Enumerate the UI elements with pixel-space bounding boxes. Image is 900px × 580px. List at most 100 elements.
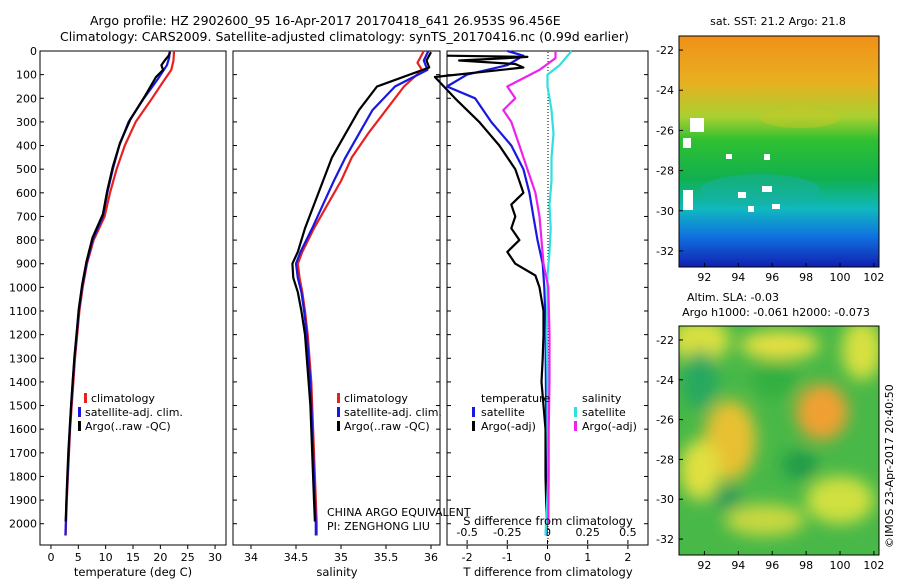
- longitude-tick-label: 100: [830, 271, 851, 284]
- depth-tick-label: 1800: [9, 470, 37, 483]
- legend-swatch-temp-argo: [472, 421, 475, 431]
- series-satellite-adj-clim-line: [294, 50, 430, 536]
- salinity-series: [291, 50, 432, 536]
- series-temperature-argo-adj-line: [433, 54, 548, 522]
- legend-label-argo: Argo(..raw -QC): [344, 420, 430, 433]
- salinity-tick-label: 35.5: [374, 551, 399, 564]
- legend-swatch-sal-satellite: [574, 407, 577, 417]
- latitude-tick-label: -22: [656, 44, 674, 57]
- temperature-tick-label: 15: [126, 551, 140, 564]
- t-difference-tick-label: -1: [502, 551, 513, 564]
- latitude-tick-label: -26: [656, 414, 674, 427]
- longitude-tick-label: 94: [731, 271, 745, 284]
- salinity-axis-label: salinity: [316, 565, 357, 579]
- depth-tick-label: 200: [16, 92, 37, 105]
- series-temperature-satellite-line: [445, 49, 548, 536]
- sla-map-frame: [678, 325, 880, 556]
- sla-high-patch: [842, 326, 879, 380]
- difference-chart: -2 -1 0 1 2 -0.5 -0.25 0 0.25 0.5 S difference f…: [433, 49, 649, 579]
- imos-credit: ©IMOS 23-Apr-2017 20:40:50: [883, 384, 896, 548]
- depth-axis-ticks: 0 100 200 300 400 500 600 700 800 900 1000 1100 1200…: [9, 45, 648, 531]
- sst-warm-patch: [760, 108, 840, 128]
- series-salinity-argo-adj-line: [502, 51, 557, 524]
- sla-high-patch: [679, 326, 730, 362]
- sst-cloud-mask: [726, 154, 732, 159]
- depth-tick-label: 700: [16, 210, 37, 223]
- latitude-tick-label: -24: [656, 84, 674, 97]
- depth-tick-label: 1100: [9, 305, 37, 318]
- sla-low-patch: [782, 451, 818, 479]
- depth-tick-label: 1300: [9, 352, 37, 365]
- salinity-tick-label: 34: [244, 551, 258, 564]
- legend-label-temp-argo: Argo(-adj): [481, 420, 536, 433]
- sst-cool-patch: [700, 174, 820, 206]
- salinity-legend: climatology satellite-adj. clim. Argo(..…: [337, 392, 442, 433]
- depth-tick-label: 1200: [9, 329, 37, 342]
- series-salinity-satellite-line: [544, 50, 573, 536]
- legend-swatch-climatology: [84, 393, 87, 403]
- temperature-axis-label: temperature (deg C): [74, 565, 192, 579]
- legend-swatch-satellite-adj: [78, 407, 81, 417]
- legend-label-argo: Argo(..raw -QC): [85, 420, 171, 433]
- sst-cloud-mask: [764, 154, 770, 160]
- depth-tick-label: 900: [16, 258, 37, 271]
- legend-swatch-temp-satellite: [472, 407, 475, 417]
- temperature-chart: 0100200300400500600700800900100011001200…: [9, 45, 648, 579]
- depth-tick-label: 300: [16, 116, 37, 129]
- sst-cloud-mask: [772, 204, 780, 209]
- legend-label-temp-satellite: satellite: [481, 406, 525, 419]
- sst-cloud-mask: [748, 206, 754, 212]
- sst-latitude-ticks: -22 -24 -26 -28 -30 -32: [656, 44, 683, 258]
- depth-tick-label: 600: [16, 187, 37, 200]
- depth-tick-label: 800: [16, 234, 37, 247]
- longitude-tick-label: 100: [830, 559, 851, 572]
- salinity-chart: 34 34.5 35 35.5 36 salinity climatology sate…: [232, 50, 471, 579]
- sst-cloud-mask: [738, 192, 746, 198]
- sst-cloud-mask: [690, 118, 704, 132]
- latitude-tick-label: -30: [656, 493, 674, 506]
- difference-series: [433, 49, 573, 536]
- temperature-series: [64, 50, 176, 536]
- temperature-tick-label: 30: [208, 551, 222, 564]
- depth-tick-label: 1500: [9, 400, 37, 413]
- longitude-tick-label: 92: [697, 559, 711, 572]
- t-difference-axis-label: T difference from climatology: [462, 565, 633, 579]
- temperature-tick-label: 5: [75, 551, 82, 564]
- legend-swatch-climatology: [337, 393, 340, 403]
- legend-label-sal-argo: Argo(-adj): [582, 420, 637, 433]
- t-difference-tick-label: -2: [462, 551, 473, 564]
- depth-tick-label: 1700: [9, 447, 37, 460]
- sla-high-patch: [740, 331, 820, 359]
- legend-title-temperature: temperature: [481, 392, 550, 405]
- longitude-tick-label: 96: [765, 271, 779, 284]
- sla-low-patch: [714, 486, 742, 510]
- sla-low-patch: [751, 362, 799, 398]
- sla-map-title: Altim. SLA: -0.03: [687, 291, 779, 304]
- sla-map: Altim. SLA: -0.03 Argo h1000: -0.061 h20…: [656, 291, 884, 572]
- salinity-tick-label: 34.5: [284, 551, 309, 564]
- t-difference-tick-label: 2: [624, 551, 631, 564]
- s-difference-axis-ticks: -0.5 -0.25 0 0.25 0.5: [456, 526, 637, 544]
- sst-cloud-mask: [683, 138, 691, 148]
- longitude-tick-label: 102: [863, 559, 884, 572]
- legend-swatch-satellite-adj: [337, 407, 340, 417]
- latitude-tick-label: -30: [656, 205, 674, 218]
- salinity-tick-label: 36: [424, 551, 438, 564]
- longitude-tick-label: 92: [697, 271, 711, 284]
- depth-tick-label: 500: [16, 163, 37, 176]
- depth-tick-label: 0: [30, 45, 37, 58]
- sla-high-patch: [725, 504, 805, 536]
- sst-map: sat. SST: 21.2 Argo: 21.8 92 94 96 98 100 102…: [656, 15, 884, 284]
- salinity-plot-frame: [232, 50, 441, 546]
- longitude-tick-label: 96: [765, 559, 779, 572]
- depth-tick-label: 1400: [9, 376, 37, 389]
- temperature-tick-label: 10: [99, 551, 113, 564]
- sla-low-patch: [682, 350, 718, 410]
- salinity-tick-label: 35: [334, 551, 348, 564]
- longitude-tick-label: 98: [799, 271, 813, 284]
- depth-tick-label: 1600: [9, 423, 37, 436]
- sla-map-subtitle: Argo h1000: -0.061 h2000: -0.073: [682, 306, 870, 319]
- platform-annotation: CHINA ARGO EQUIVALENT: [327, 506, 471, 519]
- latitude-tick-label: -26: [656, 124, 674, 137]
- legend-swatch-argo: [78, 421, 81, 431]
